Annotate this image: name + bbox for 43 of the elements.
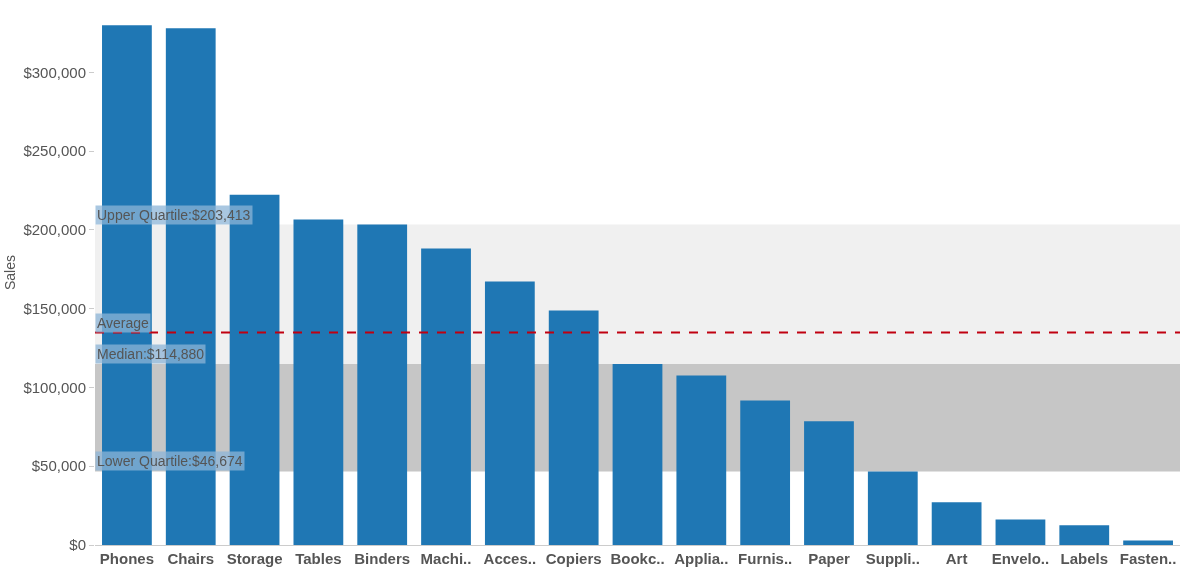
x-tick-label: Paper xyxy=(808,550,850,567)
annotation: Median:$114,880 xyxy=(97,346,205,362)
bar xyxy=(1059,525,1110,545)
x-tick-label: Phones xyxy=(99,550,154,567)
ref-line-label: Average xyxy=(97,315,150,331)
bar xyxy=(804,421,854,545)
x-tick-label: Acces.. xyxy=(483,550,537,567)
bar xyxy=(867,471,918,545)
bar xyxy=(931,502,982,545)
x-tick-label: Binders xyxy=(354,550,411,567)
y-tick-label: $250,000 xyxy=(23,142,86,160)
bar xyxy=(357,224,408,545)
x-tick-label: Bookc.. xyxy=(610,550,665,567)
y-tick-label: $200,000 xyxy=(23,221,86,239)
bar xyxy=(740,400,791,545)
bar xyxy=(484,281,535,545)
y-axis-title: Sales xyxy=(2,254,19,291)
x-tick-label: Storage xyxy=(226,550,283,567)
x-tick-label: Fasten.. xyxy=(1119,550,1177,567)
x-tick-label: Art xyxy=(945,550,968,567)
x-tick-label: Labels xyxy=(1060,550,1109,567)
bar xyxy=(676,375,727,545)
x-tick-label: Copiers xyxy=(545,550,602,567)
x-tick-label: Machi.. xyxy=(420,550,472,567)
bar xyxy=(421,248,471,545)
annotation: Lower Quartile:$46,674 xyxy=(97,453,243,469)
bar xyxy=(548,310,599,545)
x-tick-label: Tables xyxy=(295,550,342,567)
x-tick-label: Applia.. xyxy=(674,550,729,567)
x-tick-label: Suppli.. xyxy=(865,550,920,567)
y-tick-label: $0 xyxy=(69,536,86,554)
bar xyxy=(612,364,663,545)
x-tick-label: Furnis.. xyxy=(738,550,793,567)
y-tick-label: $100,000 xyxy=(23,378,86,396)
x-tick-label: Chairs xyxy=(167,550,215,567)
bar xyxy=(995,519,1046,545)
annotation: Upper Quartile:$203,413 xyxy=(97,207,251,223)
y-tick-label: $150,000 xyxy=(23,299,86,317)
x-tick-label: Envelo.. xyxy=(991,550,1050,567)
bar xyxy=(1123,540,1173,545)
bar xyxy=(293,219,344,545)
y-tick-label: $300,000 xyxy=(23,63,86,81)
y-tick-label: $50,000 xyxy=(31,457,86,475)
